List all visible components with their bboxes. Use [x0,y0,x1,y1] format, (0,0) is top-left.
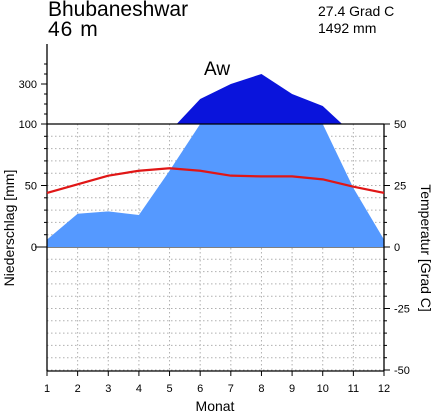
x-tick-label: 3 [105,383,111,395]
right-tick-label: -25 [394,304,410,316]
right-tick-label: 0 [394,242,400,254]
x-tick-label: 4 [136,383,142,395]
climate-classification: Aw [204,59,231,80]
left-axis-label: Niederschlag [mm] [1,170,17,287]
right-tick-label: 50 [394,119,406,131]
station-elevation: 46 m [48,18,99,41]
x-tick-label: 2 [75,383,81,395]
left-tick-label: 50 [25,181,37,193]
left-tick-label: 100 [19,119,37,131]
x-tick-label: 12 [378,383,390,395]
x-tick-label: 6 [197,383,203,395]
right-tick-label: -50 [394,365,410,377]
right-axis-label: Temperatur [Grad C] [418,184,434,312]
station-name: Bhubaneshwar [48,0,189,21]
x-tick-label: 11 [348,383,359,395]
x-tick-label: 5 [166,383,172,395]
temperature-layer [46,167,385,194]
x-tick-label: 8 [258,383,264,395]
x-tick-label: 9 [289,383,295,395]
x-axis-label: Monat [196,398,235,414]
temperature-line [46,167,385,194]
x-tick-label: 10 [317,383,329,395]
x-tick-label: 7 [228,383,234,395]
annual-precipitation-total: 1492 mm [318,20,377,36]
precipitation-humid-area [176,74,343,124]
right-tick-label: 25 [394,181,406,193]
x-tick-label: 1 [44,383,50,395]
axes [46,44,385,372]
annual-mean-temperature: 27.4 Grad C [318,3,395,19]
left-tick-label: 300 [19,79,37,91]
left-tick-label: 0 [31,242,37,254]
precipitation-area [47,124,384,247]
precipitation-layer [47,74,384,247]
